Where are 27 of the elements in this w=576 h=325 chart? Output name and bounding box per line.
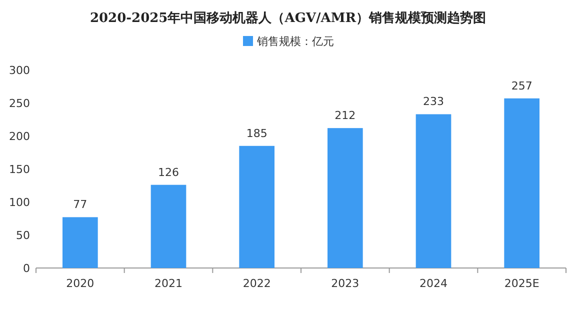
data-label: 257 [511,79,532,92]
y-tick-label: 150 [9,163,30,176]
x-tick-label: 2024 [420,277,448,290]
bar [150,184,186,268]
chart-title: 2020-2025年中国移动机器人（AGV/AMR）销售规模预测趋势图 [90,10,486,26]
y-tick-label: 100 [9,196,30,209]
y-tick-label: 300 [9,64,30,77]
bar [328,128,363,268]
x-tick-label: 2025E [504,277,540,290]
legend-label: 销售规模：亿元 [256,35,334,48]
y-tick-label: 50 [16,229,30,242]
x-tick-label: 2022 [242,277,271,290]
data-label: 126 [158,166,179,179]
x-tick-label: 2021 [154,277,182,290]
bar [239,146,274,268]
data-label: 185 [246,126,268,140]
y-tick-label: 0 [23,262,30,275]
y-tick-label: 250 [9,97,30,110]
x-tick-label: 2023 [331,277,360,290]
bar [416,114,452,268]
data-label: 233 [423,95,444,108]
bar [504,98,540,268]
y-tick-label: 200 [9,130,30,143]
bar [62,217,98,268]
data-label: 212 [334,109,356,122]
x-tick-label: 2020 [66,277,94,290]
data-label: 77 [73,198,88,212]
